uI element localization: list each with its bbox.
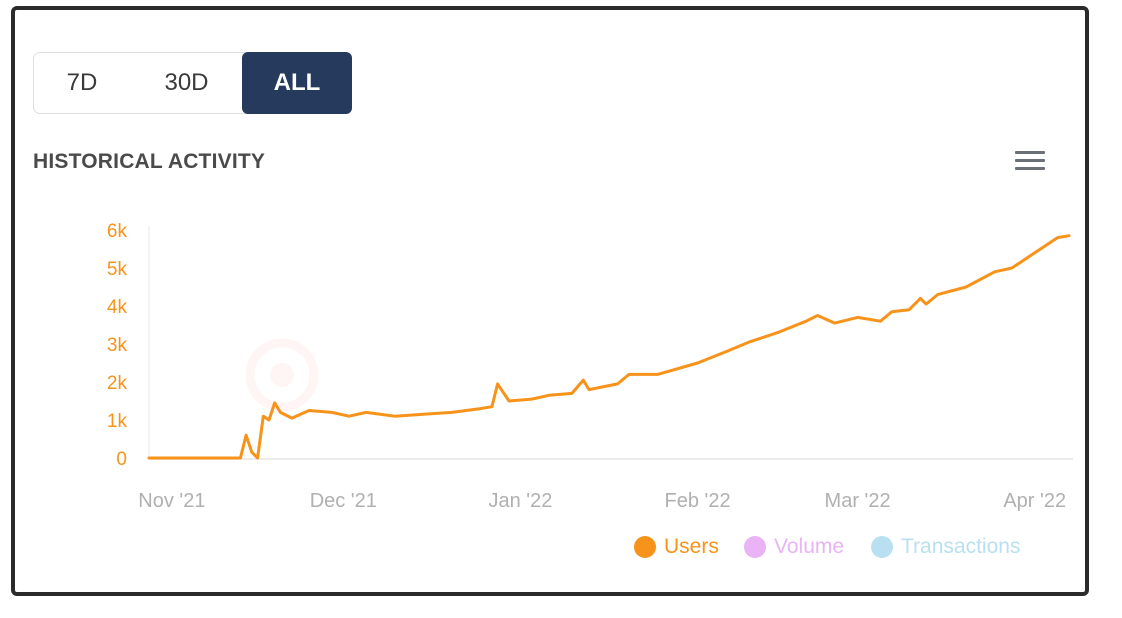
chart-card: 7D 30D ALL HISTORICAL ACTIVITY 0 1k 2k 3k 4k… bbox=[11, 6, 1089, 596]
x-tick-label: Mar '22 bbox=[825, 490, 891, 512]
users-legend-dot-icon bbox=[634, 536, 656, 558]
range-7d-button[interactable]: 7D bbox=[66, 69, 98, 96]
x-tick-label: Apr '22 bbox=[1003, 490, 1066, 512]
hamburger-menu-icon[interactable] bbox=[1013, 148, 1049, 176]
y-tick-label: 4k bbox=[107, 297, 128, 318]
y-tick-label: 1k bbox=[107, 411, 128, 432]
volume-legend-dot-icon bbox=[744, 536, 766, 558]
y-tick-label: 5k bbox=[107, 259, 128, 280]
legend-item-users[interactable]: Users bbox=[634, 535, 719, 559]
legend-item-volume[interactable]: Volume bbox=[744, 535, 844, 559]
chart-title: HISTORICAL ACTIVITY bbox=[33, 150, 266, 173]
transactions-legend-dot-icon bbox=[871, 536, 893, 558]
y-tick-label: 6k bbox=[107, 221, 128, 242]
dappradar-watermark bbox=[245, 338, 319, 412]
legend-item-transactions[interactable]: Transactions bbox=[871, 535, 1020, 559]
x-tick-label: Dec '21 bbox=[310, 490, 377, 512]
x-tick-label: Jan '22 bbox=[488, 490, 552, 512]
y-tick-label: 3k bbox=[107, 335, 128, 356]
y-tick-label: 2k bbox=[107, 373, 128, 394]
x-tick-label: Feb '22 bbox=[665, 490, 731, 512]
range-all-button[interactable]: ALL bbox=[242, 52, 352, 114]
legend-label-users: Users bbox=[664, 535, 719, 558]
series-line-users bbox=[147, 234, 1071, 460]
x-tick-label: Nov '21 bbox=[138, 490, 205, 512]
legend-label-transactions: Transactions bbox=[901, 535, 1021, 558]
legend-label-volume: Volume bbox=[774, 535, 845, 558]
y-tick-label: 0 bbox=[116, 449, 127, 470]
line-chart: 0 1k 2k 3k 4k 5k 6k Nov '21 Dec '21 Jan '22 Feb '2… bbox=[107, 221, 1073, 512]
time-range-toggle: 7D 30D ALL bbox=[33, 52, 352, 114]
range-30d-button[interactable]: 30D bbox=[164, 69, 209, 96]
